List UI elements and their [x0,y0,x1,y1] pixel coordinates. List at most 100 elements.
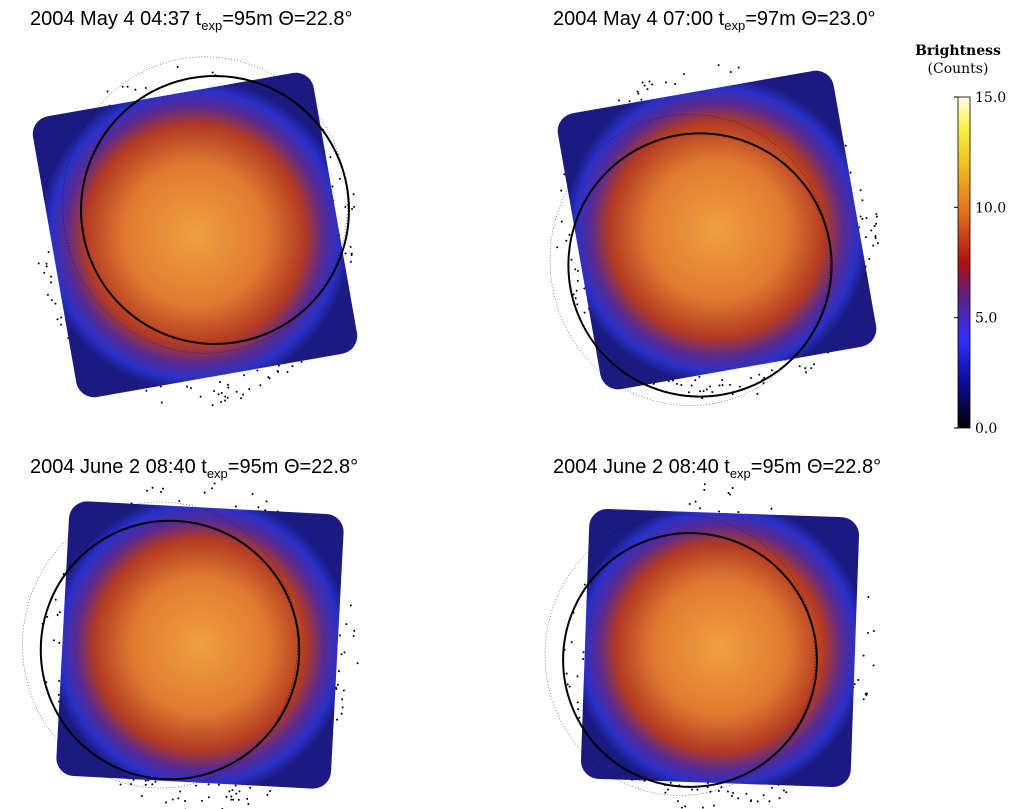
scatter-dot [213,390,215,392]
scatter-dot [688,391,690,393]
scatter-dot [106,90,108,92]
scatter-dot [146,490,148,492]
title-text: 2004 May 4 04:37 t [30,8,202,30]
scatter-dot [861,199,863,201]
scatter-dot [571,641,573,643]
scatter-dot [739,386,741,388]
scatter-dot [873,630,875,632]
scatter-dot [865,236,867,238]
colorbar-tick-label: 15.0 [975,90,1006,106]
scatter-dot [670,782,672,784]
scatter-dot [238,799,240,801]
colorbar-subtitle: (Counts) [928,61,989,77]
title-text: =95m Θ=22.8° [228,456,358,478]
scatter-dot [737,797,739,799]
scatter-dot [577,280,579,282]
scatter-dot [785,791,787,793]
scatter-dot [698,376,700,378]
scatter-dot [59,611,61,613]
scatter-dot [845,144,847,146]
scatter-dot [214,482,216,484]
scatter-dot [176,66,178,68]
scatter-dot [351,208,353,210]
scatter-dot [343,689,345,691]
scatter-dot [689,503,691,505]
scatter-dot [220,401,222,403]
scatter-dot [344,252,346,254]
scatter-dot [345,623,347,625]
scatter-dot [875,223,877,225]
title-subscript: exp [201,18,222,33]
scatter-dot [235,505,237,507]
scatter-dot [224,399,226,401]
scatter-dot [727,791,729,793]
scatter-dot [702,390,704,392]
scatter-dot [47,294,49,296]
scatter-dot [50,281,52,283]
scatter-dot [266,794,268,796]
scatter-dot [691,789,693,791]
scatter-dot [727,492,729,494]
scatter-dot [249,787,251,789]
scatter-dot [236,391,238,393]
scatter-dot [47,251,49,253]
title-subscript: exp [724,18,745,33]
scatter-dot [699,507,701,509]
scatter-dot [582,658,584,660]
scatter-dot [350,604,352,606]
scatter-dot [718,384,720,386]
scatter-dot [162,488,164,490]
scatter-dot [58,642,60,644]
scatter-dot [783,790,785,792]
colorbar-tick-label: 5.0 [975,311,997,327]
scatter-dot [228,790,230,792]
scatter-dot [696,789,698,791]
scatter-dot [770,508,772,510]
scatter-dot [240,397,242,399]
scatter-dot [706,388,708,390]
scatter-dot [126,86,128,88]
scatter-dot [729,493,731,495]
scatter-dot [694,379,696,381]
scatter-dot [561,220,563,222]
scatter-dot [145,780,147,782]
figure: Brightness (Counts) 2004 May 4 04:37 tex… [0,0,1019,809]
scatter-dot [353,630,355,632]
scatter-dot [717,64,719,66]
scatter-dot [55,599,57,601]
scatter-dot [849,171,851,173]
scatter-dot [243,374,245,376]
scatter-dot [721,379,723,381]
scatter-dot [867,632,869,634]
image [30,70,360,400]
scatter-dot [212,71,214,73]
title-subscript: exp [730,466,751,481]
scatter-dot [684,805,686,807]
scatter-dot [695,501,697,503]
scatter-dot [172,798,174,800]
scatter-dot [683,73,685,75]
scatter-dot [810,367,812,369]
scatter-dot [256,369,258,371]
colorbar [958,97,970,428]
scatter-dot [224,395,226,397]
scatter-dot [266,500,268,502]
scatter-dot [813,363,815,365]
scatter-dot [710,791,712,793]
scatter-dot [151,487,153,489]
title-text: =95m Θ=22.8° [222,8,352,30]
scatter-dot [286,371,288,373]
scatter-dot [145,87,147,89]
scatter-dot [574,268,576,270]
title-text: 2004 June 2 08:40 t [30,456,207,478]
scatter-dot [732,792,734,794]
scatter-dot [235,785,237,787]
scatter-dot [186,385,188,387]
colorbar-tick-label: 10.0 [975,200,1006,216]
scatter-dot [201,800,203,802]
scatter-dot [570,259,572,261]
scatter-dot [737,511,739,513]
scatter-dot [208,796,210,798]
scatter-dot [227,386,229,388]
scatter-dot [204,492,206,494]
